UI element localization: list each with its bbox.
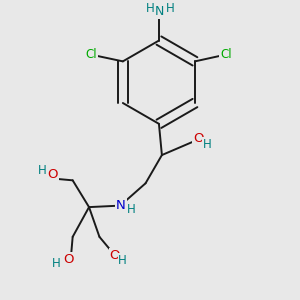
Text: H: H — [118, 254, 127, 266]
Text: O: O — [63, 253, 74, 266]
Text: H: H — [127, 203, 136, 216]
Text: O: O — [193, 132, 204, 145]
Text: N: N — [116, 199, 126, 212]
Text: H: H — [166, 2, 175, 15]
Text: O: O — [110, 249, 120, 262]
Text: N: N — [155, 5, 164, 18]
Text: O: O — [47, 168, 58, 181]
Text: Cl: Cl — [220, 48, 232, 61]
Text: H: H — [146, 2, 155, 15]
Text: H: H — [38, 164, 46, 177]
Text: H: H — [203, 138, 212, 151]
Text: Cl: Cl — [85, 48, 97, 61]
Text: H: H — [52, 257, 61, 270]
